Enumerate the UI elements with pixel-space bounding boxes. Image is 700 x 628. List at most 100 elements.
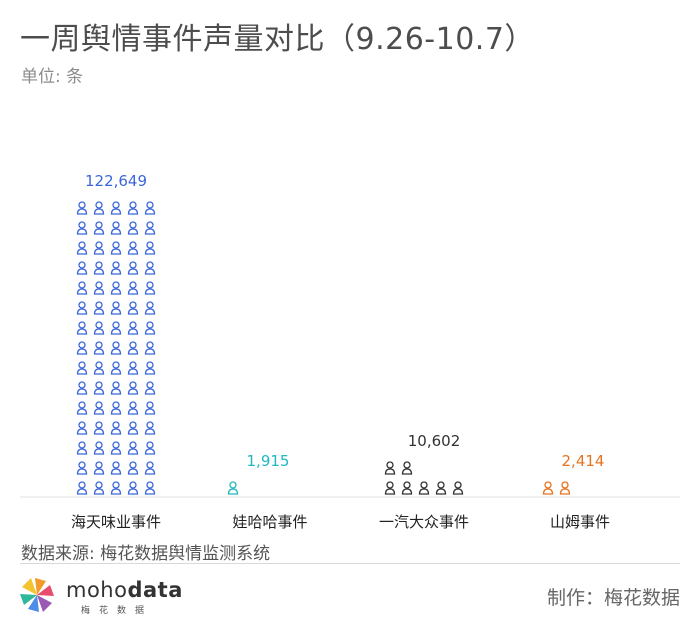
divider (20, 563, 680, 564)
person-icon (435, 481, 447, 495)
person-icon (384, 481, 396, 495)
value-label: 2,414 (562, 452, 605, 470)
person-icon (144, 421, 156, 435)
category-label: 娃哈哈事件 (232, 513, 307, 531)
person-icon (144, 321, 156, 335)
data-source: 数据来源: 梅花数据舆情监测系统 (21, 544, 271, 564)
person-icon (401, 481, 413, 495)
pinwheel-icon (20, 578, 54, 612)
person-icon (127, 381, 139, 395)
person-icon (93, 361, 105, 375)
person-icon (93, 381, 105, 395)
person-icon (110, 241, 122, 255)
value-label: 122,649 (85, 172, 147, 190)
person-icon (76, 381, 88, 395)
person-icon (93, 221, 105, 235)
person-icon (559, 481, 571, 495)
person-icon (76, 281, 88, 295)
person-icon (144, 201, 156, 215)
person-icon (127, 441, 139, 455)
person-icon (110, 281, 122, 295)
person-icon (110, 401, 122, 415)
person-icon (93, 241, 105, 255)
category-label: 山姆事件 (550, 513, 610, 531)
person-icon (127, 361, 139, 375)
person-icon (144, 361, 156, 375)
person-icon (110, 341, 122, 355)
maker-credit: 制作：梅花数据 (546, 587, 680, 609)
person-icon (127, 221, 139, 235)
person-icon (542, 481, 554, 495)
category-label: 一汽大众事件 (379, 513, 469, 531)
value-label: 1,915 (247, 452, 290, 470)
chart-title: 一周舆情事件声量对比（9.26-10.7） (20, 22, 535, 57)
person-icon (93, 301, 105, 315)
person-icon (384, 461, 396, 475)
person-icon (93, 201, 105, 215)
person-icon (144, 241, 156, 255)
person-icon (127, 341, 139, 355)
person-icon (127, 481, 139, 495)
person-icon (93, 401, 105, 415)
person-icon (227, 481, 239, 495)
person-icon (76, 401, 88, 415)
value-label: 10,602 (408, 432, 461, 450)
person-icon (127, 261, 139, 275)
logo-wordmark: mohodata (66, 578, 183, 602)
person-icon (110, 441, 122, 455)
person-icon (76, 441, 88, 455)
person-icon (93, 481, 105, 495)
person-icon (93, 441, 105, 455)
person-icon (144, 481, 156, 495)
person-icon (110, 361, 122, 375)
person-icon (76, 481, 88, 495)
person-icon (144, 461, 156, 475)
person-icon (418, 481, 430, 495)
person-icon (76, 361, 88, 375)
person-icon (76, 321, 88, 335)
person-icon (76, 201, 88, 215)
person-icon (127, 461, 139, 475)
person-icon (127, 401, 139, 415)
person-icon (144, 341, 156, 355)
person-icon (76, 241, 88, 255)
person-icon (93, 321, 105, 335)
person-icon (110, 201, 122, 215)
logo-subtitle: 梅花数据 (81, 606, 154, 616)
person-icon (76, 341, 88, 355)
person-icon (110, 221, 122, 235)
person-icon (144, 441, 156, 455)
person-icon (144, 281, 156, 295)
person-icon (76, 221, 88, 235)
person-icon (110, 461, 122, 475)
category-label: 海天味业事件 (71, 513, 161, 531)
mohodata-logo: mohodata 梅花数据 (18, 574, 182, 618)
person-icon (93, 281, 105, 295)
person-icon (127, 281, 139, 295)
person-icon (144, 381, 156, 395)
person-icon (110, 421, 122, 435)
person-icon (127, 421, 139, 435)
person-icon (127, 321, 139, 335)
person-icon (76, 261, 88, 275)
person-icon (127, 201, 139, 215)
person-icon (144, 401, 156, 415)
person-icon (144, 221, 156, 235)
person-icon (110, 321, 122, 335)
person-icon (93, 341, 105, 355)
person-icon (144, 261, 156, 275)
person-icon (76, 421, 88, 435)
person-icon (127, 241, 139, 255)
person-icon (93, 461, 105, 475)
person-icon (76, 301, 88, 315)
person-icon (76, 461, 88, 475)
pictogram-chart: 122,649 海天味业事件 1,915 娃哈哈事件 10,602 一汽大众事件 2,414… (20, 172, 680, 531)
person-icon (401, 461, 413, 475)
person-icon (93, 421, 105, 435)
person-icon (110, 481, 122, 495)
person-icon (144, 301, 156, 315)
person-icon (110, 301, 122, 315)
person-icon (93, 261, 105, 275)
person-icon (110, 261, 122, 275)
person-icon (110, 381, 122, 395)
